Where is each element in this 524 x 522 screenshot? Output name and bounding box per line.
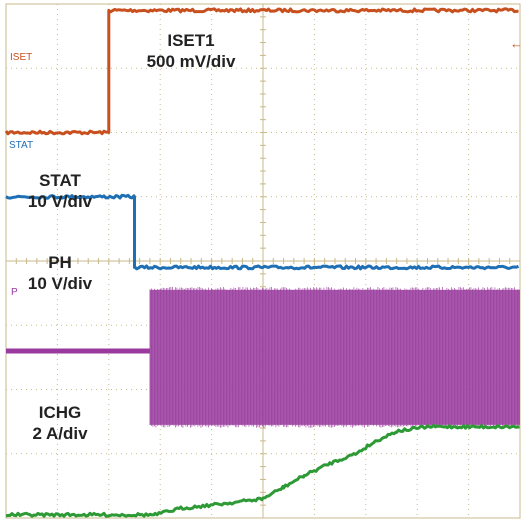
traces	[4, 7, 521, 518]
ph-name: PH	[48, 253, 72, 272]
ichg-label: ICHG 2 A/div	[8, 402, 112, 444]
iset-label: ISET1 500 mV/div	[126, 30, 256, 72]
ichg-trace	[5, 423, 520, 518]
iset-trace	[4, 7, 519, 136]
ph-channel-tag: P	[11, 287, 18, 298]
ph-label: PH 10 V/div	[8, 252, 112, 294]
trigger-arrow-icon: ←	[510, 36, 523, 51]
ichg-name: ICHG	[38, 403, 82, 422]
ichg-scale: 2 A/div	[32, 424, 88, 443]
stat-label: STAT 10 V/div	[0, 170, 120, 212]
stat-name: STAT	[39, 171, 81, 190]
stat-channel-tag: STAT	[9, 140, 34, 151]
iset-name: ISET1	[167, 31, 215, 50]
ph-switching-strokes	[149, 286, 520, 428]
stat-scale: 10 V/div	[27, 192, 93, 211]
ph-scale: 10 V/div	[27, 274, 93, 293]
iset-channel-tag: ISET	[10, 52, 33, 63]
iset-scale: 500 mV/div	[146, 52, 236, 71]
stat-trace	[5, 193, 520, 271]
